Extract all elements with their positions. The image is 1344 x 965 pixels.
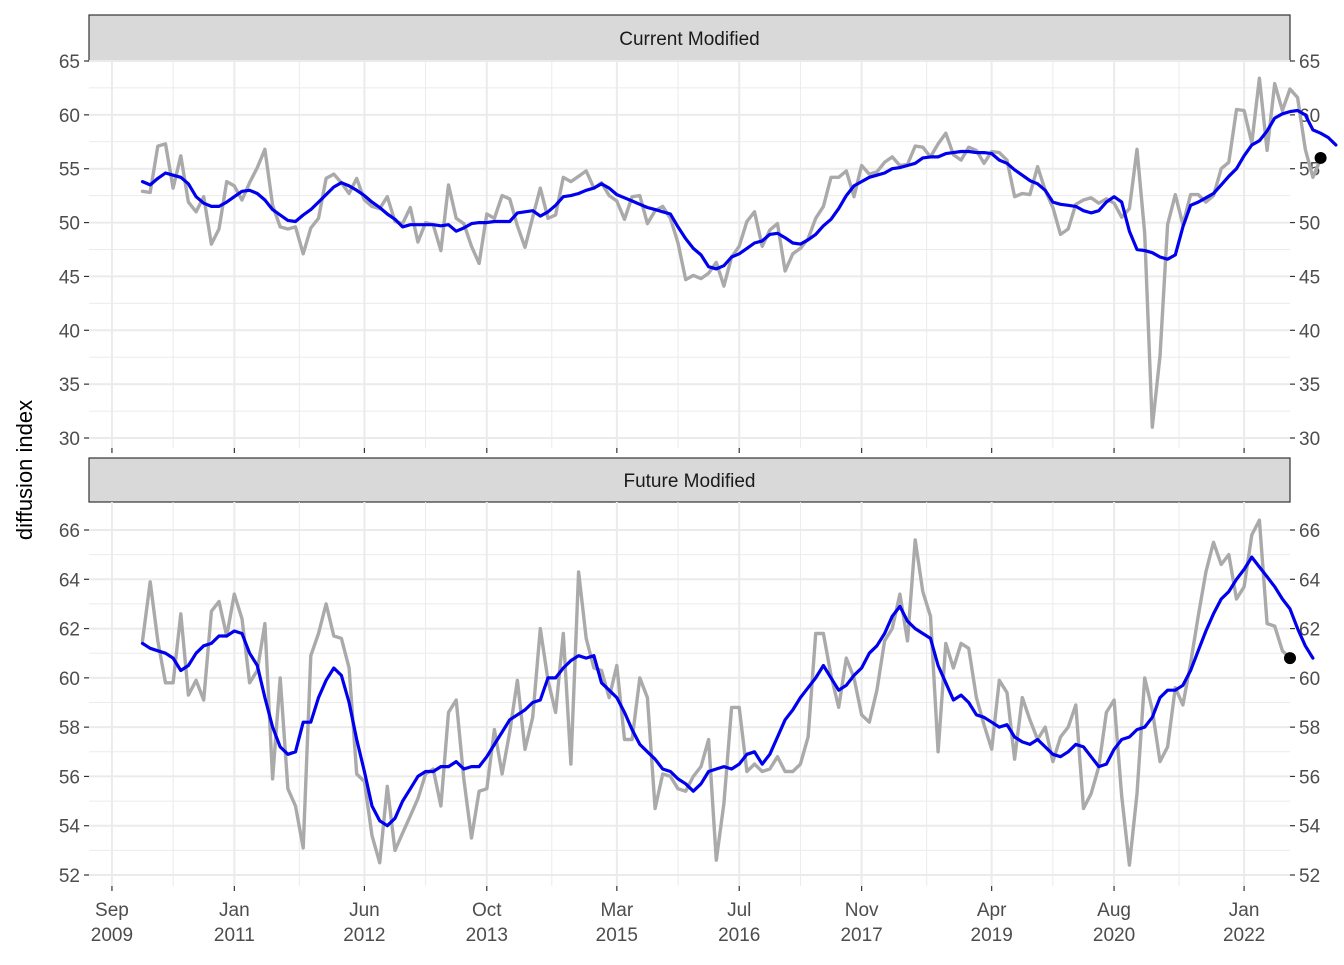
y-tick-label-left: 55 xyxy=(59,160,80,181)
y-tick-label-right: 35 xyxy=(1299,375,1320,396)
x-tick-label-month: Sep xyxy=(95,900,129,921)
panel-strip xyxy=(88,457,1291,503)
y-tick-label-left: 52 xyxy=(59,866,80,887)
y-tick-label-right: 52 xyxy=(1299,866,1320,887)
panel-title: Future Modified xyxy=(623,471,755,492)
x-tick-label-year: 2019 xyxy=(971,925,1013,946)
y-tick-label-left: 65 xyxy=(59,52,80,73)
y-tick-label-left: 64 xyxy=(59,570,81,591)
y-tick-label-right: 60 xyxy=(1299,106,1320,127)
y-tick-label-right: 66 xyxy=(1299,521,1320,542)
x-tick-label-year: 2012 xyxy=(343,925,385,946)
x-tick-label-year: 2020 xyxy=(1093,925,1135,946)
x-tick-label-month: Jan xyxy=(1229,900,1260,921)
y-tick-label-right: 65 xyxy=(1299,52,1320,73)
y-tick-label-right: 40 xyxy=(1299,321,1320,342)
y-tick-label-right: 60 xyxy=(1299,669,1320,690)
x-tick-label-year: 2016 xyxy=(718,925,760,946)
y-axis-title: diffusion index xyxy=(12,400,37,540)
latest-point xyxy=(1314,151,1327,164)
x-tick-label-month: Oct xyxy=(472,900,502,921)
y-tick-label-left: 54 xyxy=(59,817,81,838)
y-tick-label-left: 62 xyxy=(59,620,80,641)
y-tick-label-left: 40 xyxy=(59,321,80,342)
x-tick-label-year: 2011 xyxy=(214,925,255,946)
y-tick-label-right: 58 xyxy=(1299,718,1320,739)
x-tick-label-year: 2017 xyxy=(840,925,882,946)
x-tick-label-year: 2022 xyxy=(1223,925,1265,946)
x-axis: Sep 2009 Jan 2011 Jun 2012 Oct 2013 Mar 2015 Jul 20… xyxy=(91,448,1265,946)
y-tick-label-right: 62 xyxy=(1299,620,1320,641)
series-smoothed-line xyxy=(140,108,1338,271)
x-tick-label-month: Apr xyxy=(977,900,1007,921)
x-tick-label-year: 2015 xyxy=(596,925,638,946)
series-smoothed-line xyxy=(140,555,1315,828)
y-tick-label-left: 30 xyxy=(59,429,80,450)
y-tick-label-left: 45 xyxy=(59,267,80,288)
x-tick-label-month: Jun xyxy=(349,900,380,921)
grid xyxy=(89,502,1290,886)
grid xyxy=(89,60,1290,448)
y-tick-label-left: 56 xyxy=(59,767,80,788)
latest-point xyxy=(1284,652,1296,665)
panel-future-modified: Future Modified 52 52 54 54 56 56 58 58 60 60 62 62 6… xyxy=(59,457,1321,887)
x-tick-label-month: Mar xyxy=(600,900,633,921)
x-tick-label-month: Jan xyxy=(219,900,250,921)
x-tick-label-month: Nov xyxy=(845,900,879,921)
y-tick-label-right: 54 xyxy=(1299,817,1321,838)
x-tick-label-year: 2013 xyxy=(466,925,508,946)
y-tick-label-right: 56 xyxy=(1299,767,1320,788)
y-tick-label-right: 64 xyxy=(1299,570,1321,591)
x-tick-label-year: 2009 xyxy=(91,925,133,946)
y-tick-label-left: 58 xyxy=(59,718,80,739)
x-tick-label-month: Aug xyxy=(1097,900,1131,921)
y-tick-label-right: 50 xyxy=(1299,214,1320,235)
x-tick-label-month: Jul xyxy=(727,900,751,921)
panel-strip xyxy=(88,14,1291,62)
y-tick-label-left: 50 xyxy=(59,214,80,235)
y-tick-label-left: 60 xyxy=(59,106,80,127)
panel-title: Current Modified xyxy=(619,29,759,50)
y-tick-label-left: 60 xyxy=(59,669,80,690)
y-tick-label-right: 45 xyxy=(1299,267,1320,288)
y-tick-label-right: 30 xyxy=(1299,429,1320,450)
y-tick-label-left: 35 xyxy=(59,375,80,396)
y-tick-label-left: 66 xyxy=(59,521,80,542)
